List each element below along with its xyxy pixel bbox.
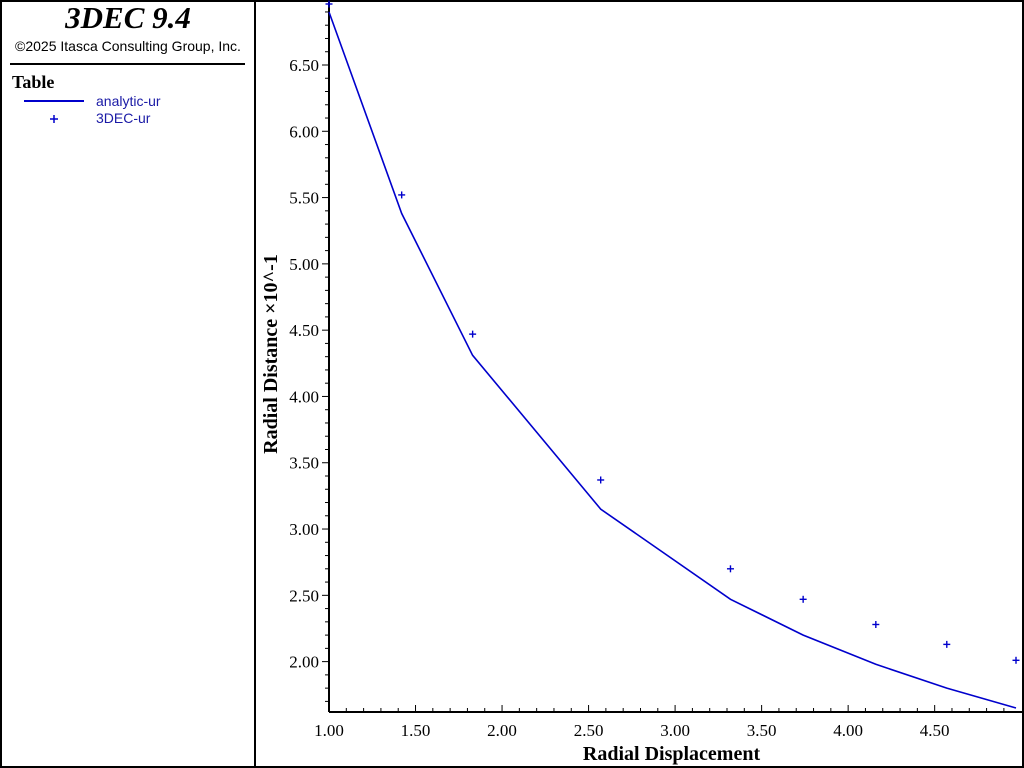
app-title: 3DEC 9.4 bbox=[65, 0, 191, 35]
data-point-3dec-ur bbox=[726, 565, 734, 573]
y-tick-label: 2.50 bbox=[289, 586, 319, 605]
x-tick-label: 4.00 bbox=[833, 721, 863, 740]
legend-plus-swatch bbox=[50, 115, 58, 123]
x-tick-label: 2.50 bbox=[574, 721, 604, 740]
y-tick-label: 5.50 bbox=[289, 189, 319, 208]
x-tick-label: 3.50 bbox=[747, 721, 777, 740]
data-point-3dec-ur bbox=[1012, 656, 1020, 664]
legend-heading: Table bbox=[12, 72, 55, 92]
y-tick-label: 2.00 bbox=[289, 653, 319, 672]
x-tick-label: 1.00 bbox=[314, 721, 344, 740]
x-tick-label: 2.00 bbox=[487, 721, 517, 740]
y-tick-label: 4.50 bbox=[289, 321, 319, 340]
data-point-3dec-ur bbox=[469, 330, 477, 338]
y-tick-label: 4.00 bbox=[289, 387, 319, 406]
series-line-analytic-ur bbox=[328, 11, 1017, 709]
legend-item-3dec-ur: 3DEC-ur bbox=[22, 109, 242, 127]
y-tick-label: 3.00 bbox=[289, 520, 319, 539]
data-point-3dec-ur bbox=[943, 640, 951, 648]
legend-line-swatch bbox=[24, 100, 84, 102]
legend-panel: 3DEC 9.4 ©2025 Itasca Consulting Group, … bbox=[0, 0, 256, 768]
legend-item-analytic-ur: analytic-ur bbox=[22, 92, 242, 110]
x-tick-label: 3.00 bbox=[660, 721, 690, 740]
data-point-3dec-ur bbox=[325, 0, 333, 8]
y-tick-label: 3.50 bbox=[289, 454, 319, 473]
legend-label-analytic-ur: analytic-ur bbox=[96, 93, 161, 109]
y-axis-label: Radial Distance ×10^-1 bbox=[260, 254, 282, 454]
x-tick-label: 1.50 bbox=[401, 721, 431, 740]
y-tick-label: 6.00 bbox=[289, 122, 319, 141]
legend-label-3dec-ur: 3DEC-ur bbox=[96, 110, 151, 126]
copyright-notice: ©2025 Itasca Consulting Group, Inc. bbox=[15, 38, 241, 54]
data-point-3dec-ur bbox=[799, 595, 807, 603]
y-tick-label: 5.00 bbox=[289, 255, 319, 274]
data-point-3dec-ur bbox=[872, 620, 880, 628]
x-tick-label: 4.50 bbox=[920, 721, 950, 740]
x-axis-label: Radial Displacement bbox=[583, 743, 761, 765]
y-tick-label: 6.50 bbox=[289, 56, 319, 75]
line-chart: 1.00 1.50 2.00 2.50 3.00 3.50 4.00 4.50 2.00 2.50… bbox=[260, 0, 1024, 765]
title-divider bbox=[10, 63, 245, 65]
data-point-3dec-ur bbox=[597, 476, 605, 484]
data-point-3dec-ur bbox=[398, 191, 406, 199]
